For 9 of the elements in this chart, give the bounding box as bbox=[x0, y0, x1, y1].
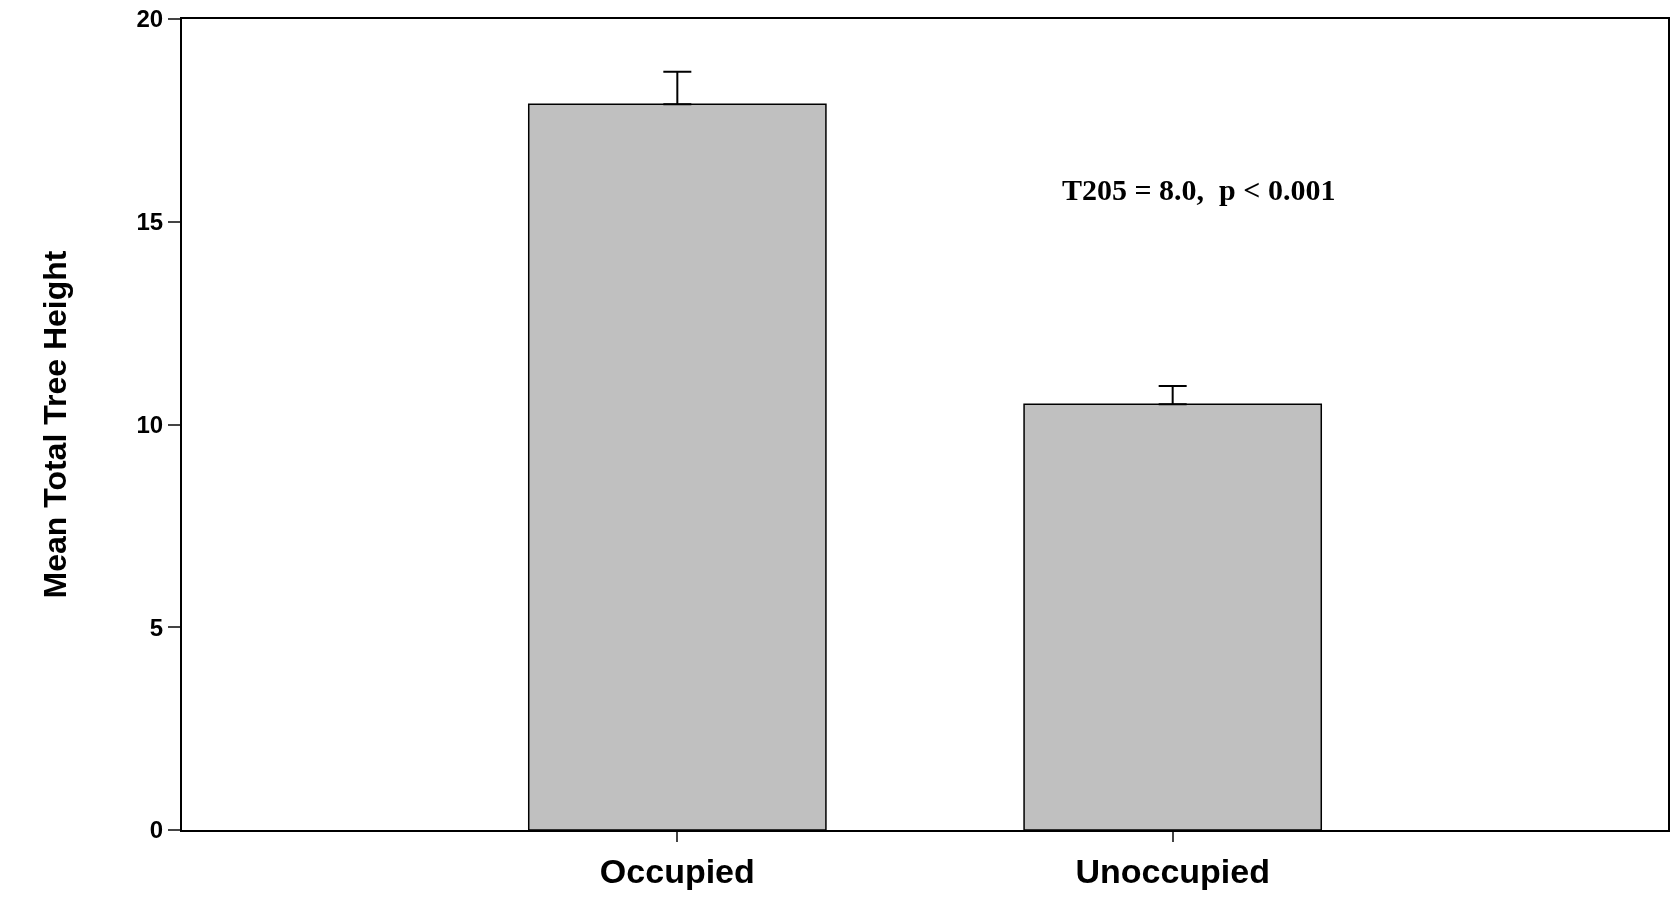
y-tick-label: 5 bbox=[149, 613, 164, 641]
y-tick-label: 20 bbox=[136, 5, 164, 33]
y-tick-label: 0 bbox=[149, 816, 164, 844]
y-axis-title: Mean Total Tree Height bbox=[37, 250, 74, 599]
x-tick-label: Occupied bbox=[599, 851, 755, 890]
x-tick-label: Unoccupied bbox=[1075, 851, 1270, 890]
y-tick-label: 15 bbox=[136, 208, 164, 236]
annotation: T205 = 8.0, p < 0.001 bbox=[1062, 173, 1336, 206]
y-tick-label: 10 bbox=[136, 410, 164, 438]
